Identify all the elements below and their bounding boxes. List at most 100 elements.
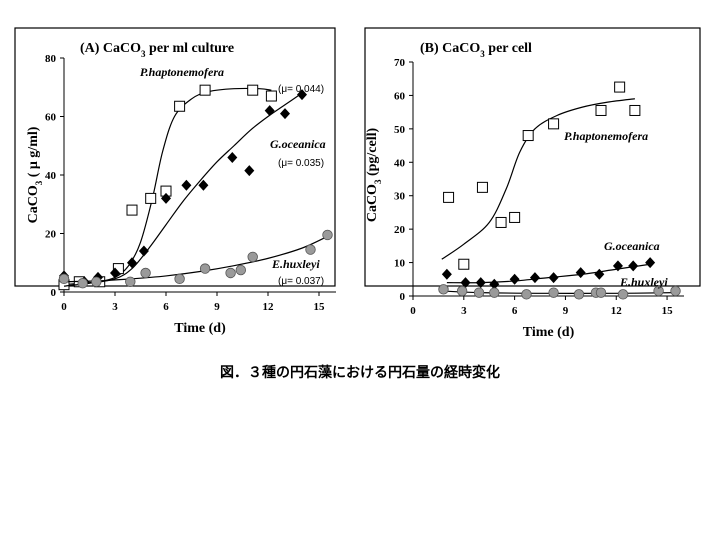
y-tick-label: 0 — [51, 287, 57, 299]
data-point — [198, 179, 209, 191]
growth-rate-label: (μ= 0.044) — [278, 84, 324, 95]
panel-title-subscript: 3 — [141, 49, 146, 59]
data-point — [489, 278, 500, 290]
x-tick-label: 15 — [314, 301, 326, 313]
data-point — [645, 257, 656, 269]
data-point — [247, 251, 258, 263]
data-point — [110, 267, 120, 279]
data-point — [460, 277, 471, 289]
y-axis-label: CaCO3 ( μ g/ml) — [26, 126, 44, 223]
y-tick-label: 40 — [45, 170, 57, 182]
data-point — [322, 229, 333, 241]
series-p-haptonemofera: P.haptonemofera (μ= 0.044) — [58, 65, 324, 291]
series-e-huxleyi: E.huxleyi (μ= 0.037) — [58, 229, 333, 289]
data-point — [58, 273, 70, 285]
series-g-oceanica: G.oceanica — [441, 239, 660, 290]
data-point — [199, 263, 211, 274]
series-label: G.oceanica — [604, 239, 660, 253]
data-point — [438, 284, 449, 295]
y-tick-label: 30 — [394, 191, 406, 203]
data-point — [138, 245, 149, 257]
data-point — [125, 276, 136, 287]
x-tick-label: 0 — [410, 305, 416, 317]
series-label: E.huxleyi — [619, 275, 668, 289]
data-point — [594, 268, 605, 280]
data-point — [126, 204, 138, 216]
x-tick-label: 15 — [662, 305, 674, 317]
y-axis-label-subscript: 3 — [373, 179, 383, 184]
data-point — [595, 104, 607, 116]
data-point — [495, 216, 507, 228]
data-point — [161, 192, 171, 204]
x-tick-label: 12 — [611, 305, 623, 317]
data-point — [475, 277, 486, 289]
trend-curve — [63, 92, 303, 287]
data-point — [456, 285, 468, 297]
data-point — [305, 244, 316, 255]
data-point — [227, 151, 238, 163]
data-point — [521, 289, 532, 300]
trend-curve — [441, 98, 635, 260]
y-tick-label: 40 — [394, 157, 406, 169]
y-tick-label: 70 — [394, 57, 406, 69]
series-e-huxleyi: E.huxleyi — [438, 275, 681, 300]
x-tick-label: 3 — [461, 305, 467, 317]
data-point — [280, 108, 290, 120]
series-label: G.oceanica — [270, 137, 326, 151]
series-label: P.haptonemofera — [140, 65, 224, 79]
data-point — [629, 104, 641, 116]
data-point — [265, 90, 277, 102]
data-point — [458, 258, 470, 270]
data-point — [614, 81, 626, 93]
data-point — [244, 165, 255, 177]
series-p-haptonemofera: P.haptonemofera — [441, 81, 648, 270]
y-tick-label: 0 — [400, 291, 406, 303]
data-point — [181, 179, 192, 191]
series-label: E.huxleyi — [271, 257, 320, 271]
data-point — [225, 267, 236, 279]
x-tick-label: 9 — [563, 305, 569, 317]
data-point — [174, 273, 185, 285]
panel-frame — [364, 27, 701, 287]
data-point — [77, 278, 88, 289]
data-point — [140, 267, 151, 279]
data-point — [529, 272, 540, 284]
y-axis-label-subscript: 3 — [34, 180, 44, 185]
panel-title-part: (B) CaCO — [420, 41, 480, 56]
y-tick-label: 60 — [45, 112, 57, 124]
data-point — [489, 287, 500, 298]
panel-title-part: per cell — [485, 41, 532, 56]
y-tick-label: 80 — [45, 53, 57, 65]
x-tick-label: 9 — [214, 301, 220, 313]
data-point — [548, 287, 559, 298]
growth-rate-label: (μ= 0.037) — [278, 276, 324, 287]
y-tick-label: 10 — [394, 258, 406, 270]
y-tick-label: 20 — [45, 229, 57, 241]
panel-title-part: (A) CaCO — [80, 41, 141, 56]
data-point — [670, 285, 681, 297]
data-point — [473, 287, 485, 298]
x-tick-label: 12 — [263, 301, 275, 313]
data-point — [509, 211, 521, 223]
y-axis-label-part: CaCO — [26, 185, 41, 223]
y-axis-label-part: (pg/cell) — [365, 128, 380, 180]
x-axis-label: Time (d) — [523, 325, 575, 340]
data-point — [476, 181, 488, 193]
panel-title: (B) CaCO3 per cell — [420, 41, 532, 59]
x-tick-label: 3 — [112, 301, 118, 313]
data-point — [127, 257, 137, 269]
data-point — [595, 287, 607, 298]
panel-title-subscript: 3 — [480, 49, 485, 59]
x-tick-label: 0 — [61, 301, 67, 313]
data-point — [612, 260, 623, 272]
trend-curve — [63, 235, 328, 283]
data-point — [441, 268, 452, 280]
data-point — [174, 100, 186, 112]
data-point — [575, 267, 586, 279]
data-point — [509, 273, 520, 285]
series-label: P.haptonemofera — [564, 129, 648, 143]
y-axis-label-part: ( μ g/ml) — [26, 126, 41, 181]
data-point — [522, 130, 534, 142]
